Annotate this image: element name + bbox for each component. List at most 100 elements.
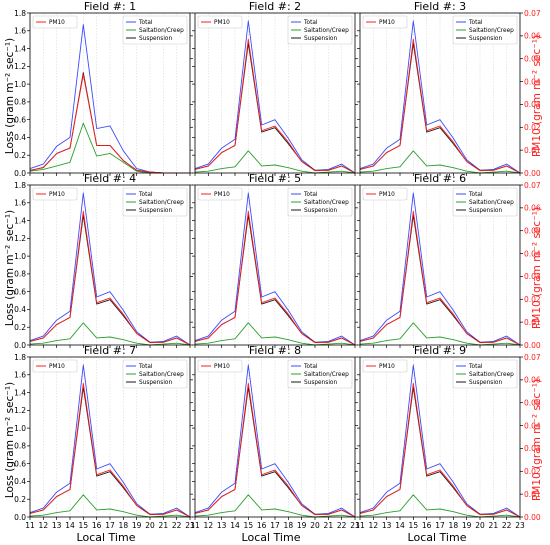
legend-label-suspension: Suspension (304, 36, 337, 42)
right-tick-label: 0.02 (524, 467, 541, 476)
legend-pm10: PM10 (362, 187, 408, 201)
x-tick-label: 23 (350, 521, 360, 530)
legend-label-saltation: Saltation/Creep (139, 28, 184, 34)
right-tick-label: 0.05 (524, 227, 541, 236)
left-tick-label: 0.6 (14, 115, 26, 124)
panel-title: Field #: 8 (249, 344, 301, 357)
legend-label-pm10: PM10 (214, 364, 230, 370)
right-tick-label: 0.00 (524, 169, 541, 178)
left-tick-label: 0.0 (14, 341, 26, 350)
left-tick-label: 0.8 (14, 270, 26, 279)
left-tick-label: 1.4 (14, 388, 26, 397)
series-line-pm10 (359, 38, 521, 174)
x-tick-label: 11 (25, 521, 35, 530)
left-tick-label: 0.0 (14, 513, 26, 522)
legend-label-suspension: Suspension (139, 36, 172, 42)
left-tick-label: 1.0 (14, 424, 26, 433)
series-line-total (359, 192, 521, 346)
series-line-pm10 (29, 382, 191, 518)
legend-label-pm10: PM10 (379, 364, 395, 370)
legend-label-suspension: Suspension (304, 208, 337, 214)
right-tick-label: 0.05 (524, 55, 541, 64)
legend-label-suspension: Suspension (139, 380, 172, 386)
legend-label-total: Total (138, 20, 153, 26)
right-tick-label: 0.01 (524, 318, 541, 327)
right-tick-label: 0.07 (524, 353, 541, 362)
x-tick-label: 15 (244, 521, 254, 530)
x-tick-label: 17 (435, 521, 445, 530)
x-tick-label: 17 (105, 521, 115, 530)
legend-loss: Total Saltation/Creep Suspension (287, 15, 353, 45)
legend-loss: Total Saltation/Creep Suspension (122, 15, 188, 45)
legend-pm10: PM10 (197, 187, 243, 201)
panel-title: Field #: 7 (84, 344, 136, 357)
x-tick-label: 15 (79, 521, 89, 530)
series-line-saltation (29, 322, 191, 346)
series-line-total (359, 20, 521, 174)
left-tick-label: 1.6 (14, 199, 26, 208)
legend-box (287, 187, 353, 217)
right-axis-label-top: PM10 (gram m⁻² sec⁻¹) (531, 35, 543, 157)
left-tick-label: 1.8 (14, 353, 26, 362)
legend-box (452, 15, 518, 45)
legend-box (287, 15, 353, 45)
legend-pm10: PM10 (32, 187, 78, 201)
legend-loss: Total Saltation/Creep Suspension (287, 359, 353, 389)
x-tick-label: 13 (382, 521, 392, 530)
series-line-pm10 (359, 382, 521, 518)
panel-title: Field #: 6 (414, 172, 466, 185)
left-tick-label: 0.6 (14, 287, 26, 296)
right-tick-label: 0.04 (524, 249, 541, 258)
left-tick-label: 0.6 (14, 459, 26, 468)
left-tick-label: 0.4 (14, 305, 26, 314)
legend-label-saltation: Saltation/Creep (469, 372, 514, 378)
legend-label-total: Total (468, 364, 483, 370)
legend-label-suspension: Suspension (304, 380, 337, 386)
x-tick-label: 22 (172, 521, 182, 530)
left-tick-label: 1.0 (14, 80, 26, 89)
legend-box (452, 187, 518, 217)
x-tick-label: 23 (185, 521, 195, 530)
legend-label-suspension: Suspension (469, 208, 502, 214)
legend-box (32, 359, 78, 373)
x-tick-label: 18 (119, 521, 129, 530)
x-tick-label: 21 (324, 521, 334, 530)
series-line-pm10 (194, 38, 356, 174)
legend-label-pm10: PM10 (49, 192, 65, 198)
legend-label-pm10: PM10 (379, 192, 395, 198)
legend-box (287, 359, 353, 389)
legend-label-pm10: PM10 (49, 364, 65, 370)
x-tick-label: 16 (257, 521, 267, 530)
x-tick-label: 21 (159, 521, 169, 530)
legend-box (362, 359, 408, 373)
legend-box (122, 359, 188, 389)
panel-title: Field #: 5 (249, 172, 301, 185)
legend-label-saltation: Saltation/Creep (139, 200, 184, 206)
legend-pm10: PM10 (32, 359, 78, 373)
x-tick-label: 19 (297, 521, 307, 530)
legend-box (32, 187, 78, 201)
legend-label-total: Total (138, 364, 153, 370)
right-tick-label: 0.06 (524, 376, 541, 385)
x-tick-label: 19 (132, 521, 142, 530)
left-tick-label: 0.2 (14, 495, 26, 504)
left-tick-label: 1.6 (14, 371, 26, 380)
legend-label-total: Total (138, 192, 153, 198)
legend-box (197, 15, 243, 29)
left-tick-label: 1.2 (14, 234, 26, 243)
panel-6: Field #: 6 0.00 0.01 0.02 0.03 0.04 0.05 0.06 0.… (357, 172, 541, 350)
legend-box (197, 187, 243, 201)
left-tick-label: 1.2 (14, 62, 26, 71)
legend-loss: Total Saltation/Creep Suspension (122, 187, 188, 217)
legend-label-suspension: Suspension (469, 36, 502, 42)
left-tick-label: 1.8 (14, 9, 26, 18)
legend-pm10: PM10 (362, 15, 408, 29)
series-line-saltation (359, 150, 521, 174)
x-tick-label: 20 (475, 521, 485, 530)
left-tick-label: 1.0 (14, 252, 26, 261)
left-tick-label: 1.2 (14, 406, 26, 415)
series-line-saltation (194, 322, 356, 346)
series-line-saltation (194, 494, 356, 518)
left-tick-label: 1.4 (14, 216, 26, 225)
